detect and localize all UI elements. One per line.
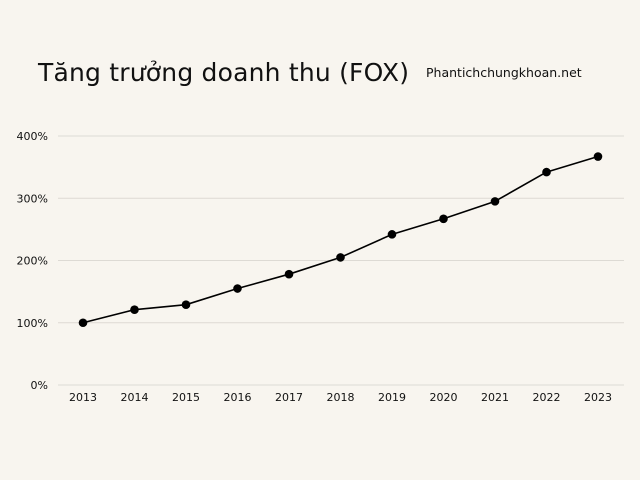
data-point (490, 197, 500, 206)
data-point (439, 214, 448, 224)
y-tick-label: 200% (17, 255, 48, 268)
y-tick-label: 100% (17, 317, 48, 330)
x-tick-label: 2017 (275, 391, 303, 404)
x-tick-label: 2019 (378, 391, 406, 404)
x-tick-label: 2022 (533, 391, 561, 404)
x-tick-label: 2018 (327, 391, 355, 404)
data-point (233, 284, 242, 293)
x-tick-label: 2016 (224, 391, 252, 404)
x-tick-label: 2014 (121, 391, 149, 404)
y-tick-label: 400% (17, 130, 48, 143)
data-point (593, 152, 603, 161)
x-tick-label: 2015 (172, 391, 200, 404)
data-point (78, 318, 88, 328)
data-point (284, 269, 294, 279)
y-tick-label: 300% (17, 192, 48, 205)
data-point (336, 253, 345, 262)
x-tick-label: 2020 (430, 391, 458, 404)
x-tick-label: 2023 (584, 391, 612, 404)
chart-title: Tăng trưởng doanh thu (FOX) (38, 58, 410, 87)
data-point (181, 300, 191, 309)
data-point (130, 305, 139, 314)
series-line (82, 155, 599, 324)
source-label: Phantichchungkhoan.net (426, 65, 582, 80)
x-tick-label: 2013 (69, 391, 97, 404)
x-tick-label: 2021 (481, 391, 509, 404)
data-point (542, 167, 551, 177)
data-point (387, 230, 397, 239)
y-tick-label: 0% (31, 379, 48, 392)
